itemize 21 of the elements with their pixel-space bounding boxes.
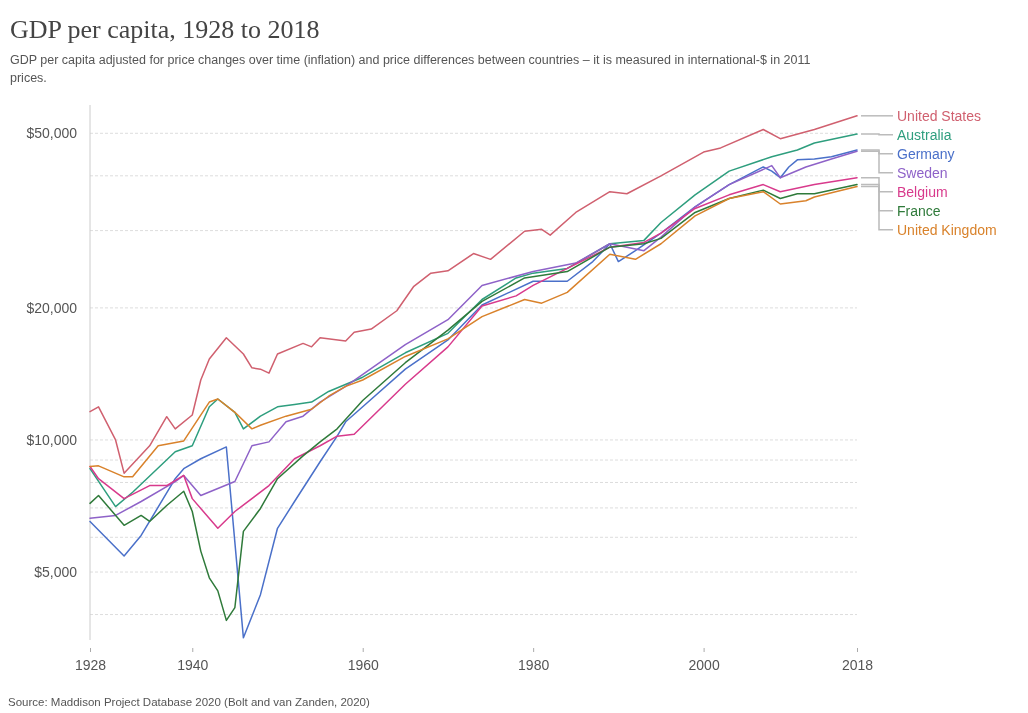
text: United Kingdom [897, 221, 997, 238]
y-tick-label: $50,000 [26, 125, 78, 142]
y-tick-label: $20,000 [26, 299, 78, 316]
text: Belgium [897, 183, 948, 200]
y-tick-label: $5,000 [34, 564, 78, 581]
x-tick-label: 2018 [841, 657, 874, 674]
x-tick-label: 1940 [177, 657, 209, 674]
x-tick-label: 1960 [347, 657, 379, 674]
chart-title: GDP per capita, 1928 to 2018 [10, 15, 320, 44]
text: Australia [897, 126, 952, 143]
text: France [897, 202, 941, 219]
y-tick-label: $10,000 [26, 431, 78, 448]
chart-subtitle: GDP per capita adjusted for price changes over time (inflation) and price differences between countries – it is measured in international-$ in 2011 prices. [10, 53, 811, 85]
x-tick-label: 2000 [688, 657, 720, 674]
text: United States [897, 107, 982, 124]
text: Sweden [897, 164, 948, 181]
text: Germany [897, 145, 955, 162]
source-note: Source: Maddison Project Database 2020 (Bolt and van Zanden, 2020) [8, 696, 371, 708]
x-tick-label: 1980 [518, 657, 550, 674]
line-series [89, 185, 858, 478]
x-tick-label: 1928 [74, 657, 107, 674]
